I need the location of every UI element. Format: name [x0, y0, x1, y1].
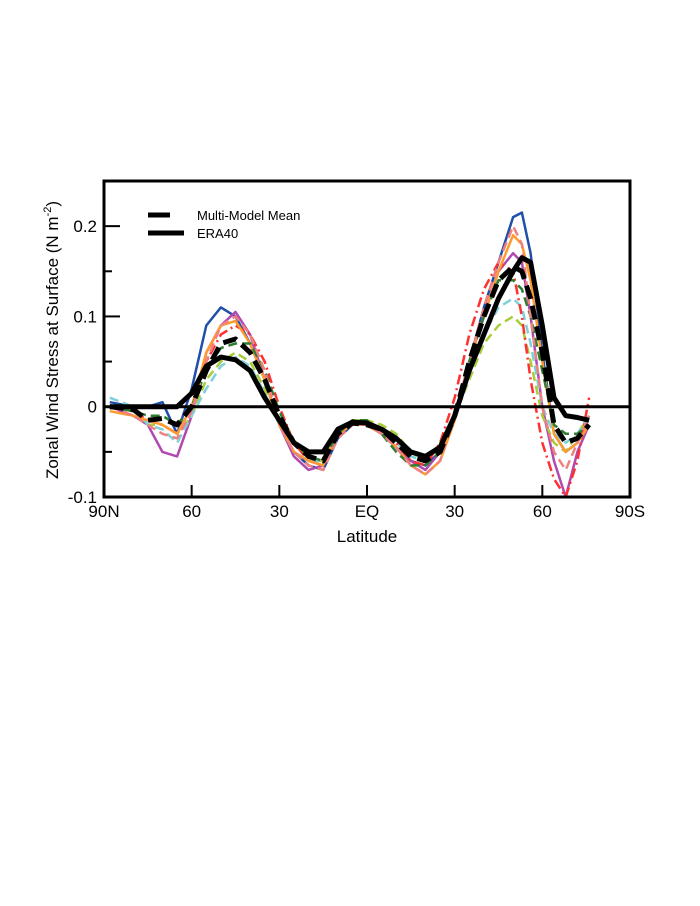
- model-series-7: [109, 279, 590, 467]
- series-multi-model-mean: [109, 264, 591, 464]
- legend: Multi-Model Mean ERA40: [148, 208, 300, 241]
- y-tick-label: 0.1: [73, 307, 97, 326]
- y-tick-label: 0: [88, 398, 97, 417]
- model-series-5: [109, 261, 591, 499]
- y-axis-label-main: Zonal Wind Stress at Surface (N m: [43, 216, 62, 479]
- series-layer: [109, 211, 591, 499]
- series-era40: [109, 255, 590, 459]
- x-tick-label: 30: [270, 502, 289, 521]
- legend-label-era40: ERA40: [197, 226, 238, 241]
- x-tick-label: 90N: [88, 502, 119, 521]
- x-tick-label: 30: [445, 502, 464, 521]
- model-series-4: [109, 297, 591, 463]
- x-tick-label: 60: [182, 502, 201, 521]
- y-axis-label-close: ): [43, 201, 62, 207]
- x-axis-label: Latitude: [337, 527, 398, 546]
- model-series-3: [109, 315, 591, 463]
- legend-label-multi-model-mean: Multi-Model Mean: [197, 208, 300, 223]
- y-axis-label-superscript: -2: [42, 207, 54, 217]
- y-tick-label: 0.2: [73, 217, 97, 236]
- model-series-1: [109, 211, 591, 472]
- x-tick-label: 90S: [615, 502, 645, 521]
- y-axis-label: Zonal Wind Stress at Surface (N m-2): [42, 201, 62, 479]
- x-tick-label: EQ: [355, 502, 380, 521]
- x-tick-label: 60: [533, 502, 552, 521]
- ticks-layer: 90N 60 30 EQ 30 60 90S -0.1 0 0.1 0.2: [68, 217, 645, 521]
- y-tick-label: -0.1: [68, 488, 97, 507]
